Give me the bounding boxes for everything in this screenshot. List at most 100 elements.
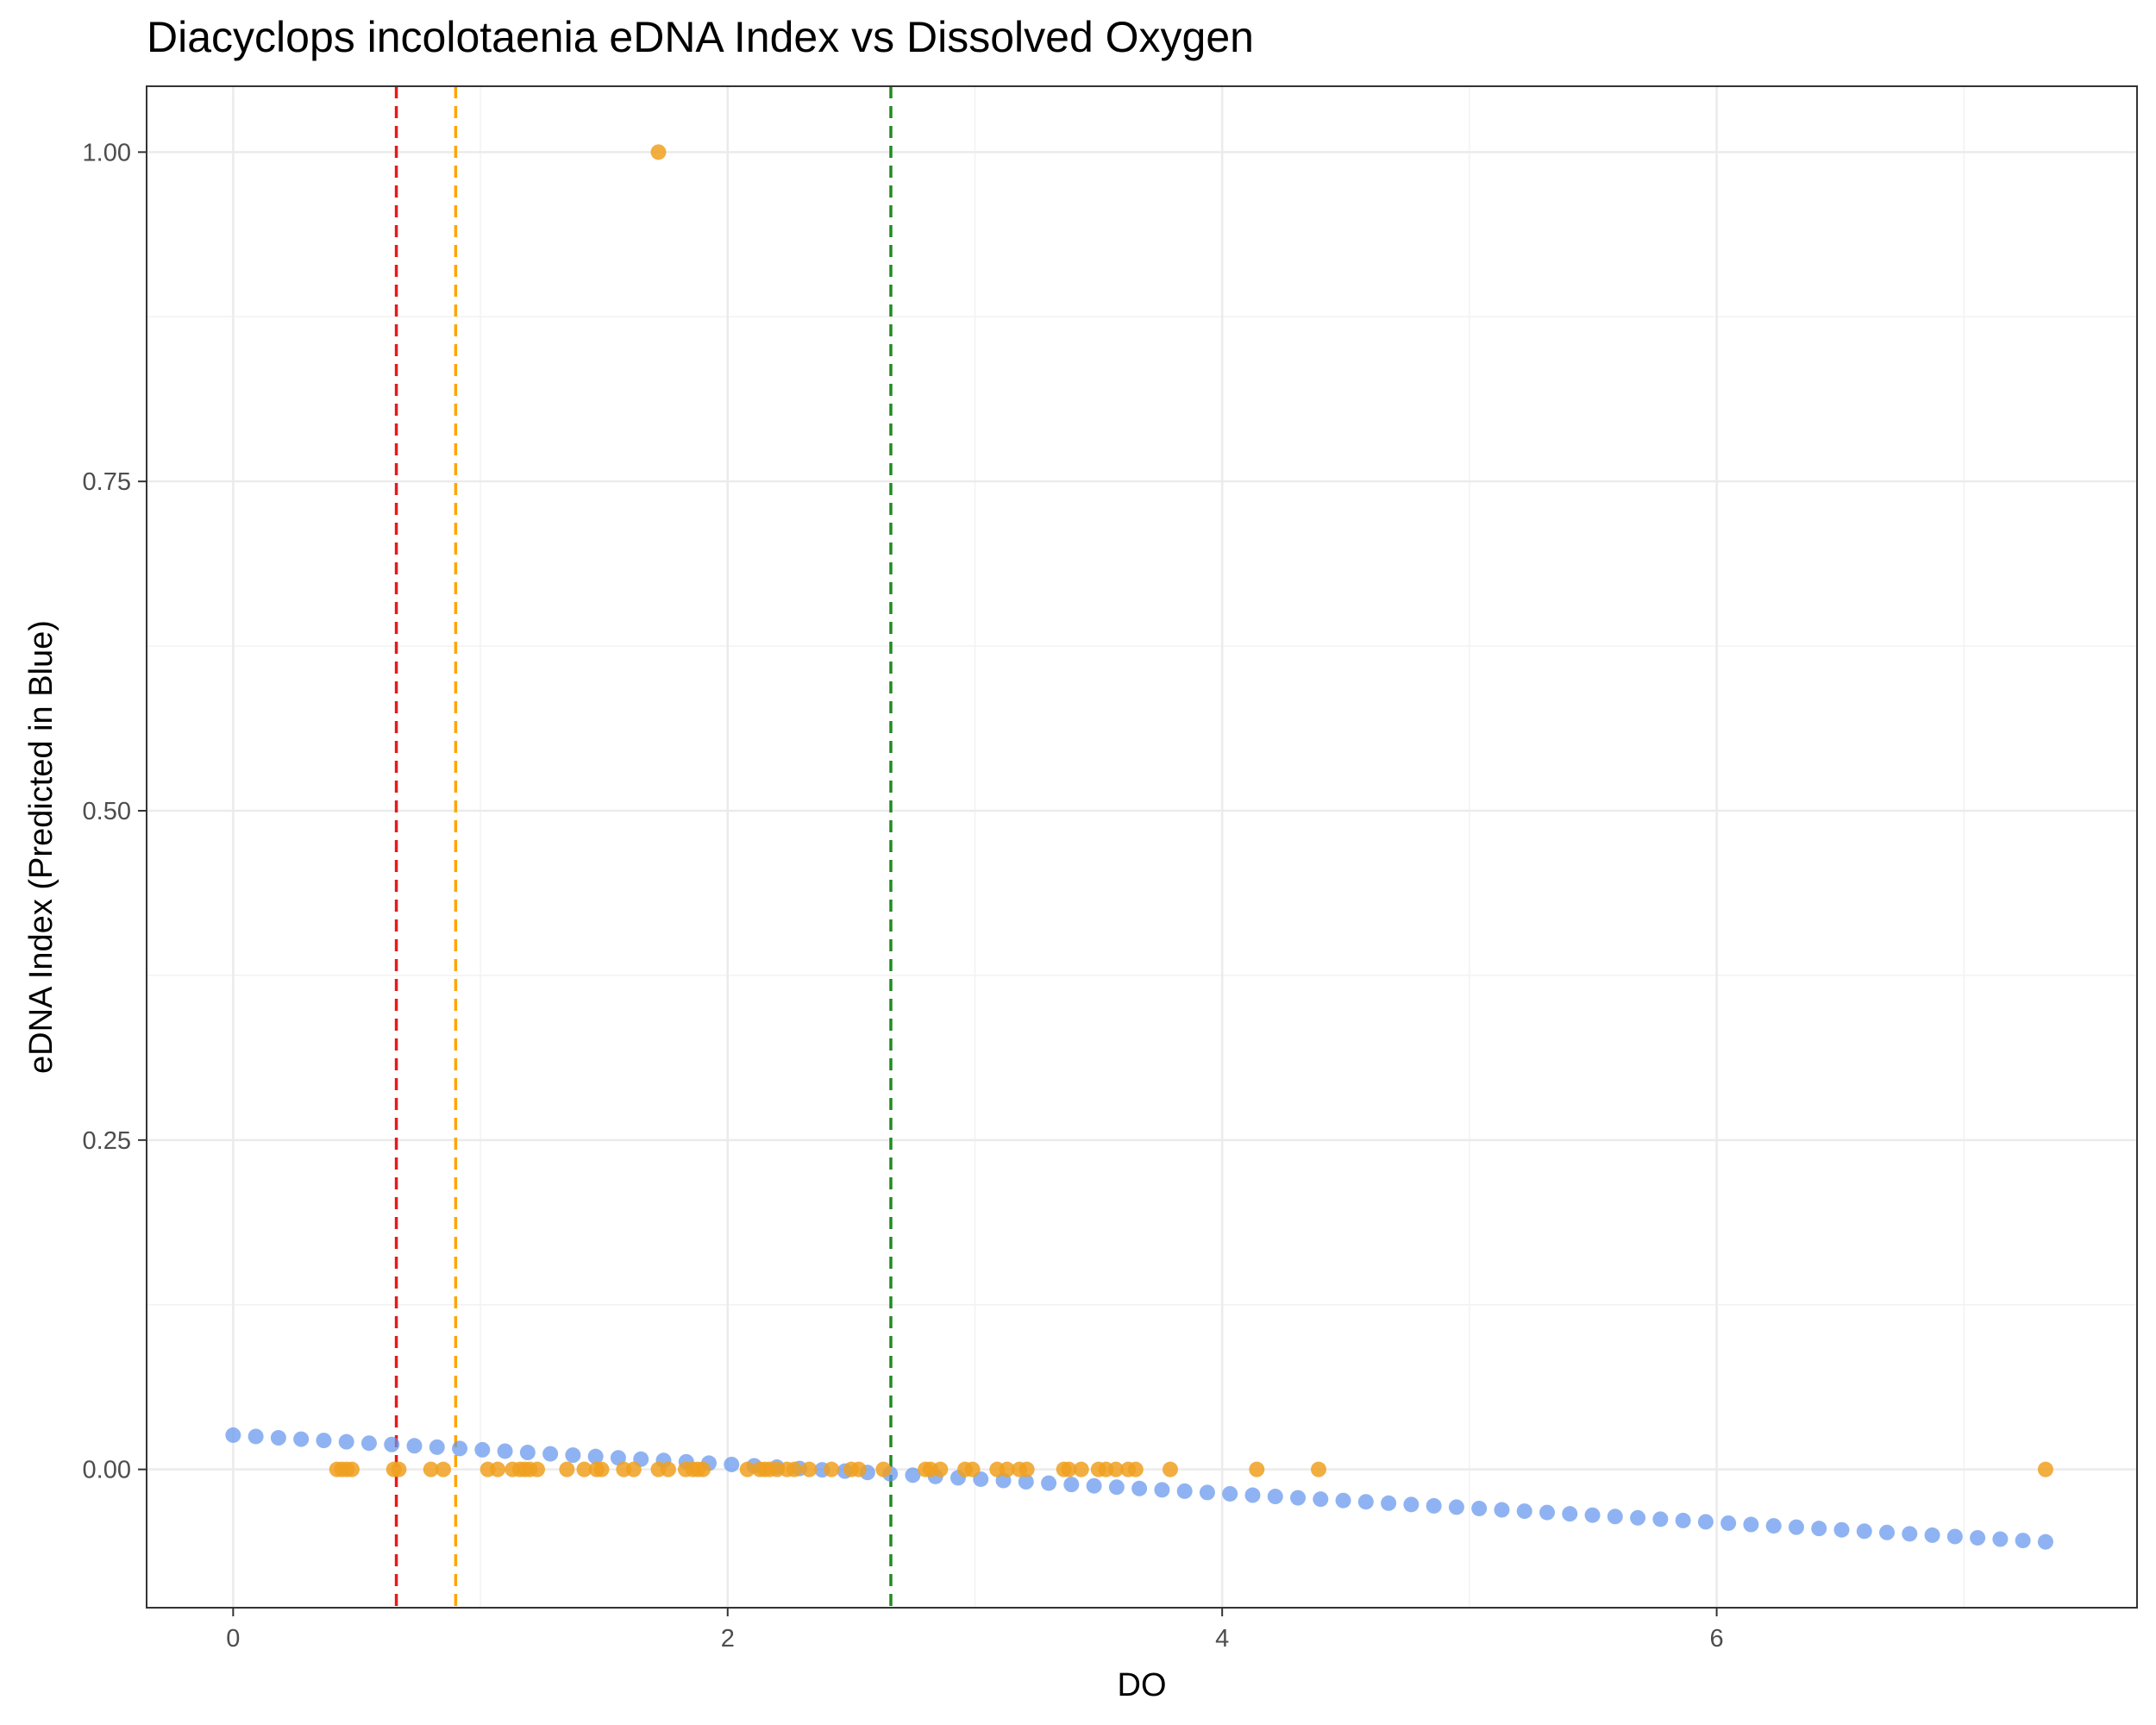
x-tick-label: 2 [721,1625,735,1653]
predicted-point [1381,1495,1397,1511]
predicted-point [1833,1521,1850,1538]
predicted-point [1539,1504,1555,1521]
predicted-point [1154,1482,1170,1498]
predicted-point [519,1445,536,1461]
observed-point [787,1461,803,1477]
predicted-point [1063,1477,1080,1493]
predicted-point [1199,1484,1215,1501]
observed-point [650,144,667,160]
observed-point [1061,1461,1077,1477]
predicted-point [384,1436,400,1452]
predicted-point [1313,1491,1329,1508]
observed-point [1162,1461,1178,1477]
predicted-point [1584,1507,1601,1523]
predicted-point [293,1431,310,1447]
y-tick-label: 0.50 [83,798,131,825]
observed-point [1107,1461,1124,1477]
observed-point [964,1461,981,1477]
observed-point [1127,1461,1144,1477]
observed-point [593,1461,610,1477]
predicted-point [497,1443,513,1459]
predicted-point [1607,1509,1623,1525]
predicted-point [2037,1534,2053,1550]
predicted-point [1244,1487,1261,1503]
predicted-point [452,1440,468,1457]
observed-point [423,1461,439,1477]
x-axis: 0 2 4 6 [226,1608,1724,1653]
predicted-point [270,1430,286,1446]
predicted-point [1630,1509,1646,1526]
observed-point [559,1461,575,1477]
predicted-point [1267,1489,1283,1505]
predicted-points [225,1427,2053,1550]
observed-point [660,1461,676,1477]
predicted-point [610,1450,626,1466]
predicted-point [1335,1492,1351,1509]
predicted-point [1403,1496,1420,1513]
predicted-point [1018,1474,1034,1490]
predicted-point [1970,1529,1986,1546]
predicted-point [905,1467,921,1484]
observed-point [1249,1461,1265,1477]
predicted-point [1494,1502,1510,1518]
chart-title: Diacyclops incolotaenia eDNA Index vs Di… [147,13,1254,61]
grid-lines [147,86,2137,1608]
predicted-point [1902,1526,1918,1542]
predicted-point [1992,1531,2009,1547]
predicted-point [338,1433,354,1450]
x-axis-title: DO [1118,1667,1167,1703]
x-tick-label: 4 [1215,1625,1229,1653]
x-tick-label: 0 [226,1625,240,1653]
observed-point [739,1461,755,1477]
predicted-point [429,1439,445,1455]
predicted-point [565,1447,581,1464]
predicted-point [1675,1512,1691,1528]
predicted-point [225,1427,241,1443]
y-tick-label: 0.25 [83,1127,131,1155]
observed-point [1073,1461,1089,1477]
panel-border [146,85,2138,1609]
predicted-point [1471,1500,1488,1516]
observed-point [824,1461,840,1477]
observed-point [343,1461,360,1477]
predicted-point [1086,1477,1102,1494]
observed-point [1018,1461,1035,1477]
predicted-point [1946,1528,1963,1545]
predicted-point [1357,1494,1374,1510]
predicted-point [1652,1511,1669,1527]
predicted-point [724,1456,740,1472]
predicted-point [1743,1516,1759,1533]
y-axis: 0.00 0.25 0.50 0.75 1.00 [83,139,147,1484]
predicted-point [2015,1533,2031,1549]
predicted-point [360,1435,377,1452]
predicted-point [1720,1515,1737,1531]
observed-point [529,1461,545,1477]
observed-point [850,1461,867,1477]
predicted-point [1697,1514,1714,1530]
observed-point [576,1461,592,1477]
predicted-point [587,1448,604,1465]
predicted-point [1788,1519,1804,1535]
predicted-point [1426,1497,1442,1514]
predicted-point [1108,1479,1125,1496]
observed-point [875,1461,892,1477]
predicted-point [1516,1503,1532,1520]
predicted-point [1131,1480,1148,1496]
observed-point [436,1461,452,1477]
predicted-point [1924,1527,1940,1543]
observed-point [391,1461,407,1477]
observed-points [329,144,2053,1477]
predicted-point [1448,1499,1464,1515]
predicted-point [1176,1483,1193,1499]
predicted-point [1765,1518,1782,1534]
x-tick-label: 6 [1710,1625,1724,1653]
reference-lines [394,86,893,1608]
predicted-point [1041,1475,1057,1491]
predicted-point [1290,1490,1307,1506]
observed-point [1310,1461,1326,1477]
observed-point [625,1461,642,1477]
predicted-point [474,1441,491,1458]
observed-point [490,1461,506,1477]
observed-point [2037,1461,2053,1477]
